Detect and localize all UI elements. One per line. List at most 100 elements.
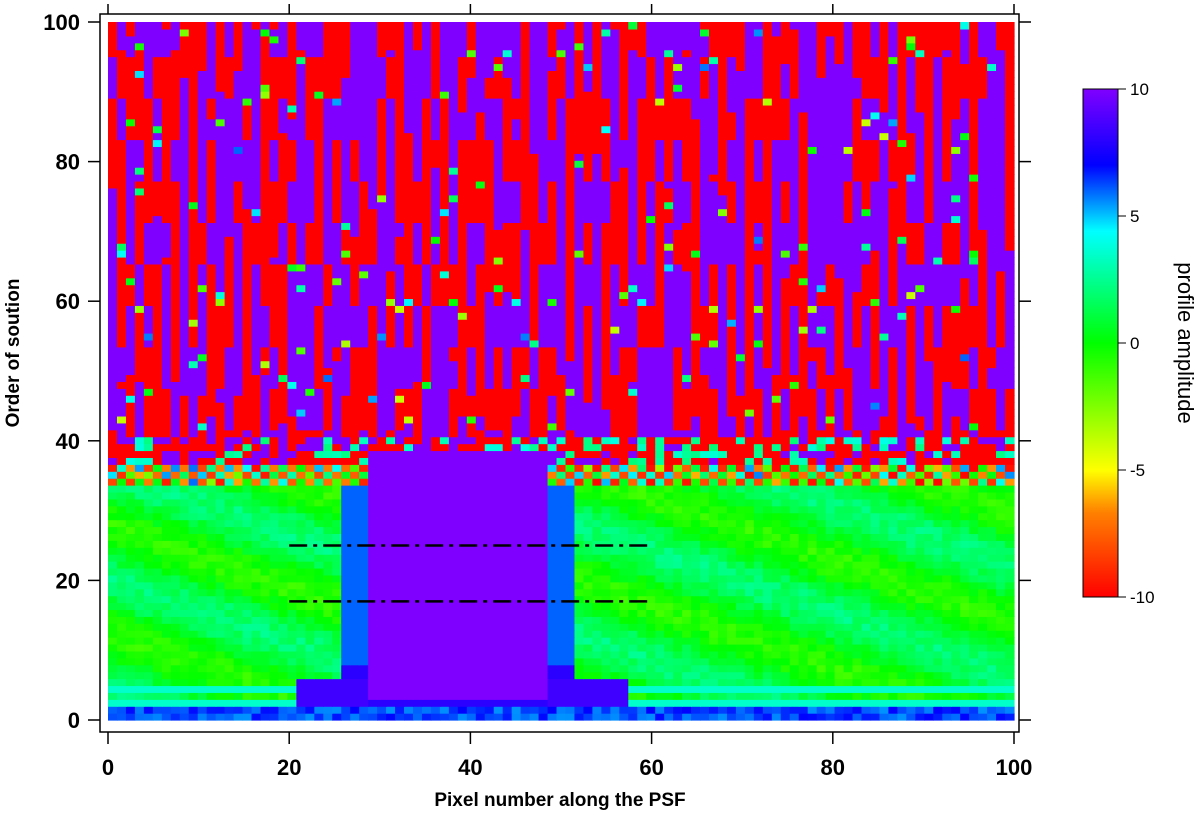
heatmap-cell: [529, 464, 540, 472]
heatmap-cell: [780, 388, 791, 396]
heatmap-cell: [188, 402, 199, 410]
heatmap-cell: [412, 464, 423, 472]
heatmap-cell: [780, 485, 791, 493]
heatmap-cell: [888, 602, 898, 611]
heatmap-cell: [789, 422, 800, 431]
heatmap-cell: [843, 595, 854, 604]
heatmap-cell: [834, 464, 845, 472]
heatmap-cell: [717, 547, 728, 555]
heatmap-cell: [108, 471, 118, 479]
heatmap-cell: [134, 657, 145, 666]
heatmap-cell: [134, 616, 145, 624]
heatmap-cell: [197, 602, 208, 611]
heatmap-cell: [125, 409, 136, 417]
heatmap-cell: [843, 588, 854, 597]
heatmap-cell: [852, 623, 863, 631]
heatmap-cell: [484, 574, 495, 583]
heatmap-cell: [717, 699, 728, 707]
heatmap-cell: [395, 678, 405, 687]
heatmap-cell: [798, 429, 809, 438]
heatmap-cell: [493, 505, 504, 514]
heatmap-cell: [861, 706, 872, 714]
heatmap-cell: [439, 464, 450, 472]
heatmap-cell: [691, 581, 701, 590]
heatmap-cell: [502, 595, 513, 604]
heatmap-cell: [888, 436, 898, 445]
heatmap-cell: [664, 713, 674, 721]
heatmap-cell: [538, 409, 549, 417]
heatmap-cell: [735, 547, 746, 555]
heatmap-cell: [323, 471, 333, 479]
heatmap-cell: [1005, 422, 1015, 431]
heatmap-cell: [565, 561, 576, 569]
heatmap-cell: [762, 415, 773, 424]
heatmap-cell: [933, 595, 943, 604]
heatmap-cell: [457, 609, 468, 617]
heatmap-cell: [484, 491, 495, 500]
heatmap-cell: [807, 526, 818, 535]
heatmap-cell: [655, 643, 665, 652]
heatmap-cell: [323, 574, 333, 583]
heatmap-cell: [807, 409, 818, 417]
heatmap-cell: [278, 650, 289, 659]
heatmap-cell: [655, 395, 665, 403]
heatmap-cell: [215, 409, 226, 417]
heatmap-cell: [888, 664, 898, 673]
heatmap-cell: [646, 657, 656, 666]
heatmap-cell: [350, 533, 360, 541]
heatmap-cell: [816, 402, 827, 410]
heatmap-cell: [924, 637, 934, 645]
heatmap-cell: [484, 637, 495, 645]
heatmap-cell: [224, 505, 235, 514]
heatmap-cell: [942, 561, 952, 569]
heatmap-cell: [700, 630, 710, 638]
heatmap-cell: [565, 713, 576, 721]
heatmap-cell: [879, 471, 890, 479]
heatmap-cell: [547, 402, 558, 410]
heatmap-cell: [125, 436, 136, 445]
heatmap-cell: [987, 478, 997, 486]
heatmap-cell: [161, 519, 172, 528]
heatmap-cell: [466, 422, 477, 431]
heatmap-cell: [170, 388, 181, 396]
heatmap-cell: [502, 505, 513, 514]
heatmap-cell: [152, 616, 163, 624]
heatmap-cell: [592, 609, 602, 617]
heatmap-cell: [188, 505, 199, 514]
heatmap-cell: [332, 498, 342, 507]
heatmap-cell: [682, 623, 692, 631]
heatmap-cell: [996, 699, 1006, 707]
heatmap-cell: [242, 402, 253, 410]
heatmap-cell: [224, 713, 235, 721]
heatmap-cell: [978, 512, 988, 521]
heatmap-cell: [395, 429, 405, 438]
heatmap-cell: [682, 491, 692, 500]
heatmap-cell: [404, 498, 414, 507]
heatmap-cell: [852, 671, 863, 680]
heatmap-cell: [520, 471, 531, 479]
heatmap-cell: [529, 505, 540, 514]
heatmap-cell: [951, 436, 961, 445]
heatmap-cell: [314, 671, 324, 680]
heatmap-cell: [565, 595, 576, 604]
heatmap-cell: [825, 519, 836, 528]
heatmap-cell: [377, 643, 387, 652]
heatmap-cell: [359, 533, 369, 541]
heatmap-cell: [242, 512, 253, 521]
heatmap-cell: [179, 602, 190, 611]
heatmap-cell: [152, 692, 163, 700]
heatmap-cell: [170, 443, 181, 452]
heatmap-cell: [924, 429, 934, 438]
heatmap-cell: [430, 706, 441, 714]
heatmap-cell: [511, 581, 522, 590]
heatmap-cell: [430, 464, 441, 472]
heatmap-cell: [224, 381, 235, 389]
heatmap-cell: [655, 588, 665, 597]
heatmap-cell: [359, 505, 369, 514]
heatmap-cell: [969, 429, 979, 438]
heatmap-cell: [1005, 643, 1015, 652]
heatmap-cell: [332, 561, 342, 569]
heatmap-cell: [682, 664, 692, 673]
heatmap-cell: [691, 450, 701, 458]
heatmap-cell: [314, 498, 324, 507]
